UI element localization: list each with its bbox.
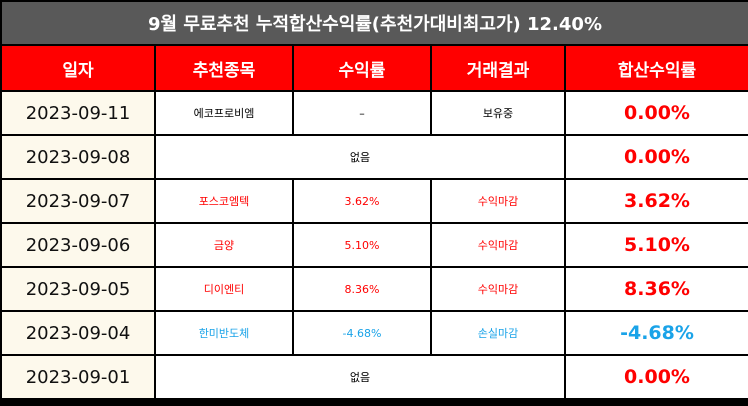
header-return: 수익률 <box>292 44 432 92</box>
header-stock: 추천종목 <box>154 44 294 92</box>
row-total: 8.36% <box>563 266 748 312</box>
row-total: 5.10% <box>563 222 748 268</box>
row-stock: 한미반도체 <box>154 310 294 356</box>
table-row: 2023-09-08 없음 0.00% <box>0 134 748 180</box>
row-stock: 에코프로비엠 <box>154 90 294 136</box>
header-total: 합산수익률 <box>563 44 748 92</box>
row-date: 2023-09-07 <box>0 178 156 224</box>
header-row: 일자 추천종목 수익률 거래결과 합산수익률 <box>0 44 748 92</box>
row-date: 2023-09-11 <box>0 90 156 136</box>
table-row: 2023-09-04 한미반도체 -4.68% 손실마감 -4.68% <box>0 310 748 356</box>
row-date: 2023-09-06 <box>0 222 156 268</box>
row-result: 수익마감 <box>430 222 566 268</box>
row-return: 5.10% <box>292 222 432 268</box>
row-result: 손실마감 <box>430 310 566 356</box>
row-date: 2023-09-01 <box>0 354 156 400</box>
row-result: 수익마감 <box>430 266 566 312</box>
row-stock: 디이엔티 <box>154 266 294 312</box>
row-stock: 금양 <box>154 222 294 268</box>
row-total: -4.68% <box>563 310 748 356</box>
row-total: 0.00% <box>563 354 748 400</box>
row-return: – <box>292 90 432 136</box>
row-date: 2023-09-05 <box>0 266 156 312</box>
title-row: 9월 무료추천 누적합산수익률(추천가대비최고가) 12.40% <box>0 0 748 46</box>
row-result: 보유중 <box>430 90 566 136</box>
table-row: 2023-09-06 금양 5.10% 수익마감 5.10% <box>0 222 748 268</box>
table-row: 2023-09-01 없음 0.00% <box>0 354 748 400</box>
table-row: 2023-09-07 포스코엠텍 3.62% 수익마감 3.62% <box>0 178 748 224</box>
row-return: -4.68% <box>292 310 432 356</box>
row-total: 3.62% <box>563 178 748 224</box>
row-total: 0.00% <box>563 134 748 180</box>
row-total: 0.00% <box>563 90 748 136</box>
row-return: 3.62% <box>292 178 432 224</box>
table-row: 2023-09-05 디이엔티 8.36% 수익마감 8.36% <box>0 266 748 312</box>
row-result: 수익마감 <box>430 178 566 224</box>
row-date: 2023-09-08 <box>0 134 156 180</box>
table-row: 2023-09-11 에코프로비엠 – 보유중 0.00% <box>0 90 748 136</box>
row-stock: 포스코엠텍 <box>154 178 294 224</box>
table-title: 9월 무료추천 누적합산수익률(추천가대비최고가) 12.40% <box>0 0 748 46</box>
row-date: 2023-09-04 <box>0 310 156 356</box>
row-note: 없음 <box>154 354 566 400</box>
header-date: 일자 <box>0 44 156 92</box>
header-result: 거래결과 <box>430 44 566 92</box>
row-return: 8.36% <box>292 266 432 312</box>
row-note: 없음 <box>154 134 566 180</box>
